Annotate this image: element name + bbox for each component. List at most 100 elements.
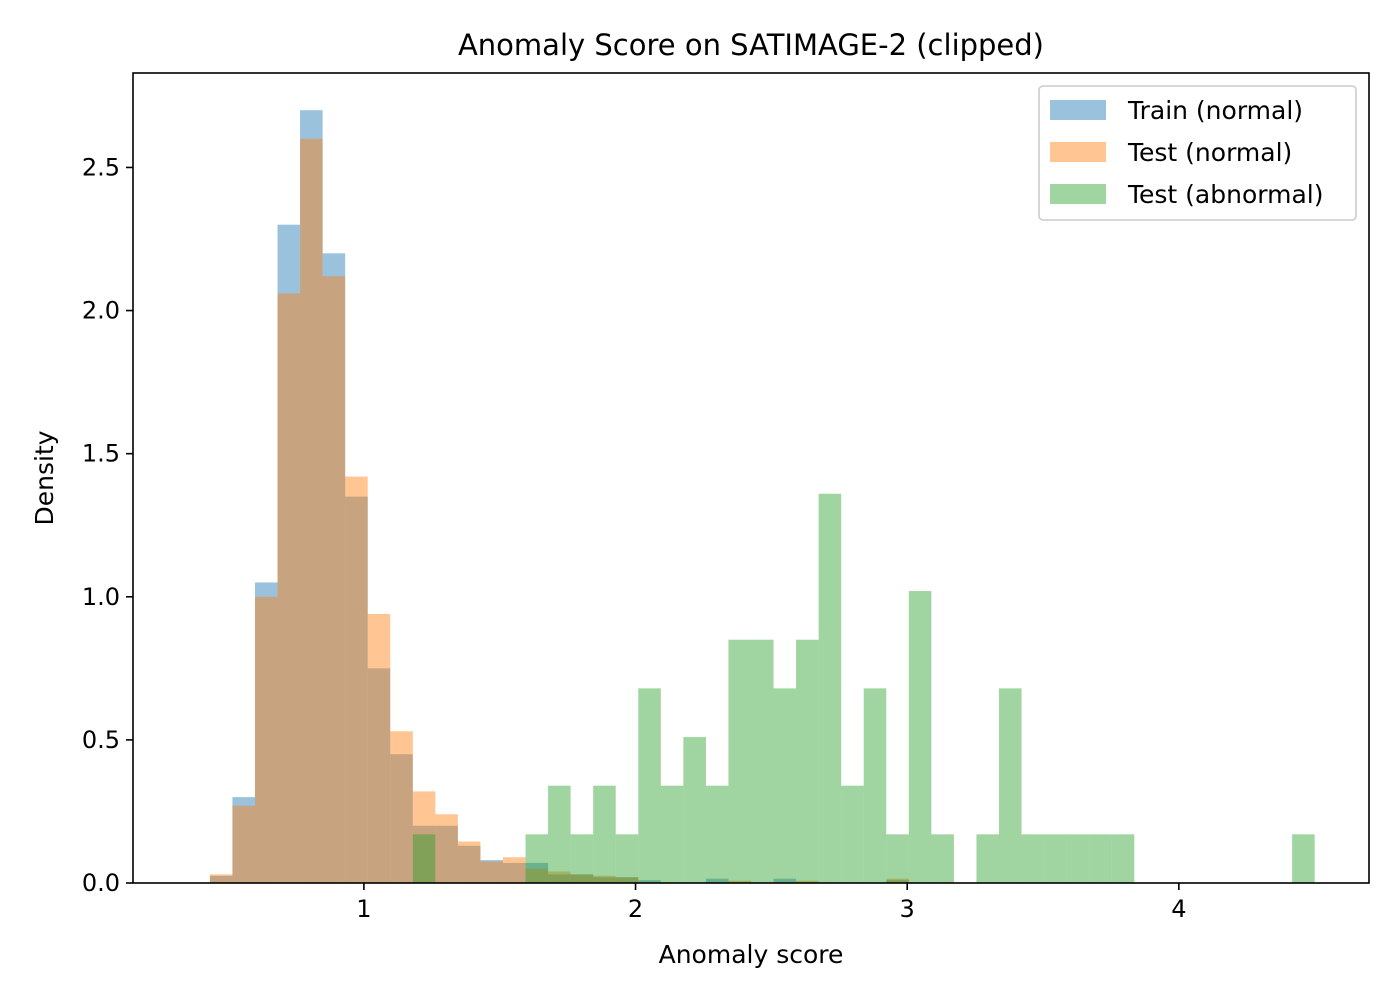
histogram-bar	[705, 878, 729, 883]
y-axis-ticks: 0.0 0.5 1.0 1.5 2.0 2.5	[82, 153, 133, 897]
histogram-bar	[435, 825, 458, 883]
histogram-bar	[593, 875, 616, 883]
histogram-bar	[999, 688, 1022, 883]
y-tick-label: 2.0	[82, 297, 120, 325]
histogram-bar	[1292, 834, 1315, 883]
histogram-bar	[660, 785, 684, 883]
histogram-bar	[457, 845, 481, 883]
histogram-bar	[232, 805, 255, 883]
histogram-bar	[412, 825, 436, 883]
series-1-bars	[209, 110, 909, 883]
histogram-bar	[1044, 834, 1067, 883]
legend: Train (normal) Test (normal) Test (abnorma…	[1038, 85, 1357, 221]
chart-title: Anomaly Score on SATIMAGE-2 (clipped)	[458, 28, 1044, 62]
histogram-bar	[1066, 834, 1090, 883]
histogram-bar	[345, 476, 368, 883]
histogram-bar	[615, 877, 639, 883]
histogram-bar	[525, 834, 549, 883]
histogram-bar	[728, 880, 751, 883]
histogram-bar	[209, 875, 233, 883]
histogram-bar	[615, 877, 639, 883]
x-tick-label: 1	[356, 895, 371, 923]
histogram-bar	[908, 591, 932, 883]
histogram-bar	[751, 639, 774, 883]
histogram-bar	[931, 834, 954, 883]
histogram-bar	[390, 754, 413, 883]
histogram-bar	[412, 791, 436, 883]
legend-swatch	[1050, 184, 1106, 204]
histogram-bar	[345, 496, 368, 883]
histogram-bar	[863, 688, 887, 883]
histogram-bar	[638, 880, 661, 883]
x-tick-label: 3	[900, 895, 915, 923]
histogram-bar	[209, 874, 233, 883]
x-axis-label: Anomaly score	[659, 940, 844, 969]
histogram-bar	[638, 688, 661, 883]
histogram-bar	[322, 253, 346, 883]
histogram-bar	[1089, 834, 1112, 883]
histogram-bar	[480, 861, 503, 883]
histogram-bar	[232, 797, 255, 883]
y-axis-label: Density	[30, 430, 59, 525]
histogram-bar	[457, 841, 481, 883]
histogram-bar	[705, 785, 729, 883]
histogram-bar	[570, 874, 594, 883]
histogram-bar	[390, 731, 413, 883]
x-tick-label: 4	[1171, 895, 1186, 923]
histogram-bar	[502, 862, 526, 883]
x-tick-label: 2	[628, 895, 643, 923]
histogram-bar	[435, 814, 458, 883]
histogram-bar	[841, 785, 864, 883]
y-tick-label: 1.0	[82, 583, 120, 611]
histogram-bar	[277, 224, 301, 883]
histogram-bar	[728, 639, 751, 883]
histogram-bar	[502, 857, 526, 883]
histogram-bar	[1111, 834, 1135, 883]
legend-box	[1038, 85, 1357, 221]
y-tick-label: 1.5	[82, 440, 120, 468]
histogram-bar	[548, 871, 571, 883]
histogram-bar	[525, 862, 549, 883]
histogram-bar	[593, 785, 616, 883]
histogram-bar	[548, 874, 571, 883]
x-axis-ticks: 1 2 3 4	[356, 883, 1186, 923]
histogram-bar	[254, 582, 278, 883]
histogram-bar	[1021, 834, 1045, 883]
series-2-bars	[209, 138, 909, 884]
histogram-bar	[300, 138, 323, 883]
histogram-bar	[773, 688, 797, 883]
legend-label: Train (normal)	[1127, 96, 1303, 125]
histogram-bar	[322, 276, 346, 884]
histogram-bar	[525, 868, 549, 883]
histogram-bar	[683, 737, 706, 883]
histogram-bar	[570, 834, 594, 883]
histogram-bar	[773, 878, 797, 883]
plot-frame	[132, 72, 1370, 884]
histogram-bar	[886, 880, 909, 883]
legend-swatch	[1050, 142, 1106, 162]
histogram-bar	[615, 834, 639, 883]
histogram-bar	[796, 880, 819, 883]
histogram-bar	[818, 493, 842, 883]
histogram-bar	[570, 874, 594, 883]
histogram-bar	[548, 785, 571, 883]
legend-label: Test (normal)	[1127, 138, 1292, 167]
histogram-bars	[209, 110, 1315, 884]
histogram-bar	[300, 110, 323, 883]
series-3-bars	[412, 493, 1315, 883]
histogram-bar	[367, 668, 391, 883]
histogram-bar	[593, 877, 616, 883]
histogram-bar	[412, 834, 436, 883]
histogram-bar	[254, 596, 278, 883]
histogram-bar	[796, 639, 819, 883]
histogram-bar	[886, 878, 909, 883]
histogram-bar	[367, 613, 391, 883]
y-tick-label: 0.5	[82, 726, 120, 754]
histogram-bar	[886, 834, 909, 883]
legend-label: Test (abnormal)	[1127, 180, 1323, 209]
histogram-bar	[480, 860, 503, 883]
y-tick-label: 0.0	[82, 869, 120, 897]
histogram-bar	[277, 293, 301, 883]
histogram-bar	[976, 834, 1000, 883]
